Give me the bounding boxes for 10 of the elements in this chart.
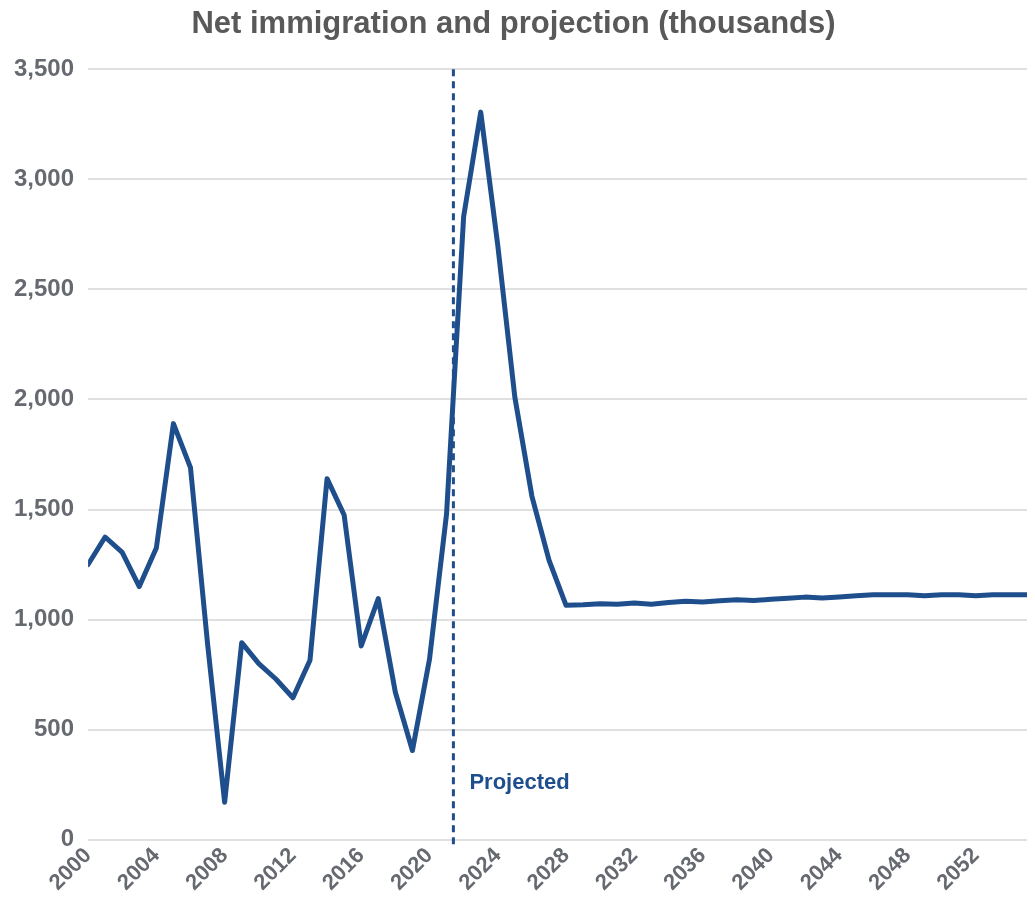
chart-title: Net immigration and projection (thousands) xyxy=(191,5,836,41)
y-tick-label: 1,000 xyxy=(14,604,75,632)
y-tick-label: 2,500 xyxy=(14,273,75,301)
y-tick-label: 500 xyxy=(34,714,75,742)
y-tick-label: 3,500 xyxy=(14,53,75,81)
y-tick-label: 3,000 xyxy=(14,163,75,191)
ref-line-label: Projected xyxy=(469,768,570,794)
y-tick-label: 0 xyxy=(60,824,75,852)
y-tick-label: 2,000 xyxy=(14,384,75,412)
y-tick-label: 1,500 xyxy=(14,494,75,522)
